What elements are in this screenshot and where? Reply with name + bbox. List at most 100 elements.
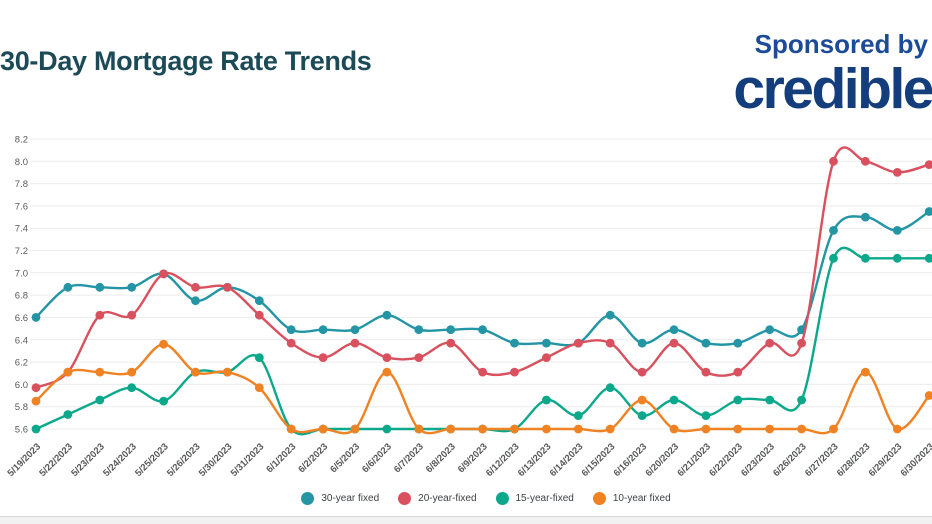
data-point: [573, 338, 583, 348]
legend-dot-20-year-fixed: [398, 491, 412, 505]
data-point: [95, 395, 105, 405]
x-tick-label: 5/24/2023: [101, 441, 139, 479]
data-point: [573, 424, 583, 434]
y-axis-labels: 8.2 8.0 7.8 7.6 7.4 7.2 7.0 6.8 6.6 6.4 6.2 6.0 5.8 5…: [15, 135, 28, 436]
data-point: [350, 338, 360, 348]
y-tick-label: 6.8: [15, 291, 28, 302]
x-tick-label: 6/7/2023: [392, 441, 426, 475]
x-tick-label: 6/30/2023: [899, 441, 932, 479]
data-point: [31, 313, 41, 322]
y-tick-label: 7.6: [15, 201, 28, 212]
data-point: [829, 253, 838, 263]
data-point: [605, 424, 615, 434]
data-point: [573, 411, 583, 420]
data-point: [414, 353, 424, 362]
data-point: [318, 325, 328, 335]
y-tick-label: 7.2: [15, 246, 28, 257]
x-tick-label: 5/19/2023: [5, 441, 43, 479]
legend-item-30-year-fixed: 30-year fixed: [301, 491, 379, 505]
x-tick-label: 6/6/2023: [360, 441, 394, 475]
data-point: [414, 424, 424, 434]
data-point: [669, 395, 679, 405]
data-point: [446, 338, 456, 348]
x-tick-label: 6/12/2023: [484, 441, 522, 479]
x-tick-label: 6/2/2023: [296, 441, 330, 475]
data-point: [191, 282, 200, 292]
data-point: [254, 296, 264, 306]
data-point: [510, 424, 519, 434]
data-point: [797, 338, 806, 348]
data-point: [542, 424, 551, 434]
data-point: [669, 424, 679, 434]
x-tick-label: 6/15/2023: [580, 441, 618, 479]
x-tick-label: 6/14/2023: [548, 441, 586, 479]
x-tick-label: 5/25/2023: [133, 441, 171, 479]
data-point: [733, 338, 743, 348]
legend-item-15-year-fixed: 15-year-fixed: [495, 491, 574, 505]
data-point: [637, 411, 647, 420]
data-point: [733, 367, 743, 377]
data-point: [605, 383, 615, 393]
data-point: [159, 339, 169, 349]
y-tick-label: 6.4: [15, 335, 28, 346]
y-tick-label: 7.0: [15, 268, 28, 279]
data-point: [286, 325, 296, 335]
data-point: [701, 424, 711, 434]
x-tick-label: 5/31/2023: [229, 441, 267, 479]
series-20-year-fixed: [31, 146, 932, 393]
credible-logo: credible: [733, 57, 932, 121]
data-point: [254, 310, 264, 320]
data-point: [669, 338, 679, 348]
data-point: [127, 282, 137, 292]
series-line-30-year-fixed: [35, 210, 930, 347]
data-point: [191, 367, 200, 377]
data-point: [924, 253, 932, 263]
data-point: [861, 156, 870, 166]
y-tick-label: 6.2: [15, 358, 28, 369]
data-point: [637, 395, 647, 405]
y-tick-label: 5.6: [15, 425, 28, 436]
data-point: [637, 367, 647, 377]
data-point: [924, 391, 932, 400]
x-tick-label: 5/23/2023: [69, 441, 107, 479]
data-point: [765, 338, 775, 348]
y-tick-label: 7.4: [15, 224, 28, 235]
x-tick-label: 6/26/2023: [771, 441, 809, 479]
data-point: [701, 411, 711, 420]
data-point: [223, 367, 232, 377]
data-point: [765, 424, 775, 434]
legend-dot-10-year-fixed: [592, 491, 606, 505]
data-point: [254, 353, 264, 362]
y-tick-label: 6.6: [15, 313, 28, 324]
y-tick-label: 8.2: [15, 135, 28, 146]
data-point: [829, 226, 838, 235]
x-tick-label: 6/8/2023: [424, 441, 458, 475]
data-point: [95, 367, 105, 377]
gridlines: [30, 138, 932, 430]
data-point: [765, 325, 775, 335]
data-point: [829, 156, 838, 166]
data-point: [478, 325, 487, 335]
data-point: [382, 367, 392, 377]
bottom-divider-bar: [0, 516, 932, 524]
data-point: [31, 424, 41, 434]
data-point: [892, 226, 902, 235]
x-tick-label: 6/22/2023: [707, 441, 745, 479]
legend-label: 10-year fixed: [612, 492, 671, 504]
legend-item-20-year-fixed: 20-year-fixed: [398, 491, 477, 505]
y-tick-label: 7.8: [15, 179, 28, 190]
data-point: [350, 424, 360, 434]
data-point: [542, 338, 551, 348]
legend-item-10-year-fixed: 10-year fixed: [592, 491, 671, 505]
x-tick-label: 5/30/2023: [197, 441, 235, 479]
data-point: [892, 168, 902, 177]
data-point: [318, 353, 328, 362]
data-point: [478, 367, 487, 377]
x-tick-label: 6/27/2023: [803, 441, 841, 479]
page-title: 30-Day Mortgage Rate Trends: [0, 46, 372, 76]
sponsored-by-label: Sponsored by: [754, 29, 928, 59]
data-point: [95, 282, 105, 292]
x-tick-label: 6/5/2023: [328, 441, 362, 475]
data-point: [829, 424, 838, 434]
